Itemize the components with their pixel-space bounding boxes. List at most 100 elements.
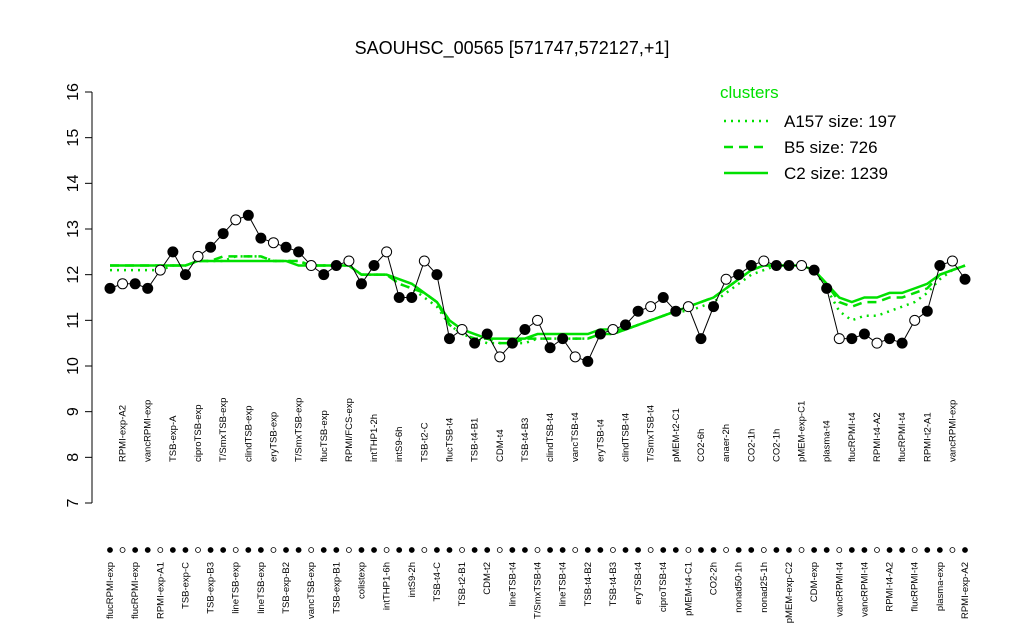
- point: [682, 301, 694, 313]
- x-tick-label: T/SmxTSB-t4: [646, 405, 657, 462]
- x-tick-label: TSB-t2-B1: [457, 562, 468, 606]
- y-tick-label: 7: [65, 498, 82, 507]
- y-tick-label: 12: [65, 266, 82, 284]
- rug-point: [107, 547, 113, 553]
- y-tick-label: 10: [65, 357, 82, 375]
- rug-point: [320, 547, 327, 553]
- point: [909, 314, 921, 326]
- x-tick-label: CO2-1h: [771, 429, 782, 462]
- rug-point: [572, 547, 579, 553]
- x-tick-label: pMEM-exp-C1: [797, 401, 808, 462]
- rug-point: [723, 547, 730, 553]
- rug-point: [647, 547, 654, 553]
- point: [129, 278, 141, 290]
- point: [670, 305, 682, 317]
- rug-point: [597, 547, 604, 553]
- x-tick-label: ciproTSB-t4: [658, 562, 669, 612]
- x-tick-label: RPMI-exp-A2: [960, 562, 971, 619]
- x-tick-label: CDM-exp: [809, 562, 820, 602]
- rug-point: [358, 547, 365, 553]
- rug-point: [496, 547, 503, 553]
- point: [142, 282, 154, 294]
- y-tick-label: 11: [65, 312, 82, 329]
- point: [280, 241, 292, 253]
- point: [796, 260, 808, 272]
- x-tick-label: TSB-exp-C: [180, 562, 191, 609]
- rug-point: [270, 547, 277, 553]
- point: [343, 255, 355, 267]
- x-tick-label: nonad25-1h: [759, 562, 770, 613]
- rug-point: [471, 547, 478, 553]
- x-tick-label: vancRPMI-t4: [834, 562, 845, 617]
- x-tick-label: T/SmxTSB-exp: [294, 398, 305, 462]
- point: [242, 209, 254, 221]
- point: [393, 292, 405, 303]
- x-tick-label: plasma-exp: [935, 562, 946, 611]
- x-tick-label: clindTSB-t4: [621, 413, 632, 462]
- rug-point: [899, 547, 906, 553]
- y-tick-label: 14: [65, 174, 82, 192]
- point: [117, 278, 129, 290]
- rug-point: [962, 547, 968, 553]
- rug-point: [144, 547, 151, 553]
- rug-point: [911, 547, 918, 553]
- rug-point: [195, 547, 201, 553]
- rug-point: [169, 547, 176, 553]
- point: [456, 323, 468, 335]
- rug-point: [484, 547, 491, 553]
- point: [230, 214, 242, 226]
- rug-point: [509, 547, 516, 553]
- x-tick-label: anaer-2h: [721, 424, 732, 462]
- x-tick-label: vancTSB-exp: [306, 562, 317, 619]
- rug-point: [182, 547, 189, 553]
- rug-point: [936, 547, 943, 553]
- rug-point: [371, 547, 377, 553]
- point: [884, 333, 896, 345]
- x-tick-label: flucRPMI-t4: [847, 412, 858, 462]
- x-tick-label: TSB-t2-C: [419, 422, 430, 462]
- rug-point: [220, 547, 227, 553]
- x-tick-label: intS9-2h: [407, 562, 418, 597]
- point: [494, 351, 506, 363]
- rug-point: [333, 547, 340, 553]
- x-tick-label: vancRPMI-exp: [143, 400, 154, 462]
- rug-point: [811, 547, 818, 553]
- rug-point: [710, 547, 717, 553]
- point: [632, 305, 644, 317]
- y-tick-label: 9: [65, 407, 82, 416]
- x-tick-label: eryTSB-exp: [268, 412, 279, 462]
- point: [833, 333, 845, 345]
- x-tick-label: CDM-t4: [495, 429, 506, 462]
- rug-point: [848, 547, 855, 553]
- x-tick-label: RPMI-exp-A2: [118, 405, 129, 462]
- rug-point: [446, 547, 453, 553]
- point: [582, 355, 594, 367]
- point: [934, 260, 946, 272]
- rug-point: [119, 547, 126, 553]
- point: [946, 255, 958, 267]
- x-tick-label: vancRPMI-t4: [859, 562, 870, 617]
- x-tick-label: eryTSB-t4: [595, 419, 606, 462]
- x-tick-label: CO2-6h: [696, 429, 707, 462]
- point: [708, 301, 720, 313]
- point: [607, 323, 619, 335]
- rug-point: [522, 547, 528, 553]
- rug-point: [660, 547, 667, 553]
- point: [104, 282, 116, 294]
- x-tick-label: CDM-t2: [482, 562, 493, 595]
- rug-point: [232, 547, 239, 553]
- x-tick-label: flucTSB-t4: [444, 418, 455, 462]
- rug-point: [434, 547, 440, 553]
- rug-point: [672, 547, 679, 553]
- x-tick-label: flucRPMI-t4: [910, 562, 921, 612]
- rug-point: [773, 547, 780, 553]
- rug-point: [257, 547, 264, 553]
- point: [431, 269, 443, 281]
- point: [645, 301, 657, 313]
- point: [695, 333, 707, 345]
- chart-title: SAOUHSC_00565 [571747,572127,+1]: [355, 38, 670, 59]
- rug-point: [308, 547, 315, 553]
- x-tick-label: TSB-t4-B3: [608, 562, 619, 606]
- x-tick-label: intTHP1-2h: [369, 414, 380, 462]
- rug-point: [245, 547, 252, 553]
